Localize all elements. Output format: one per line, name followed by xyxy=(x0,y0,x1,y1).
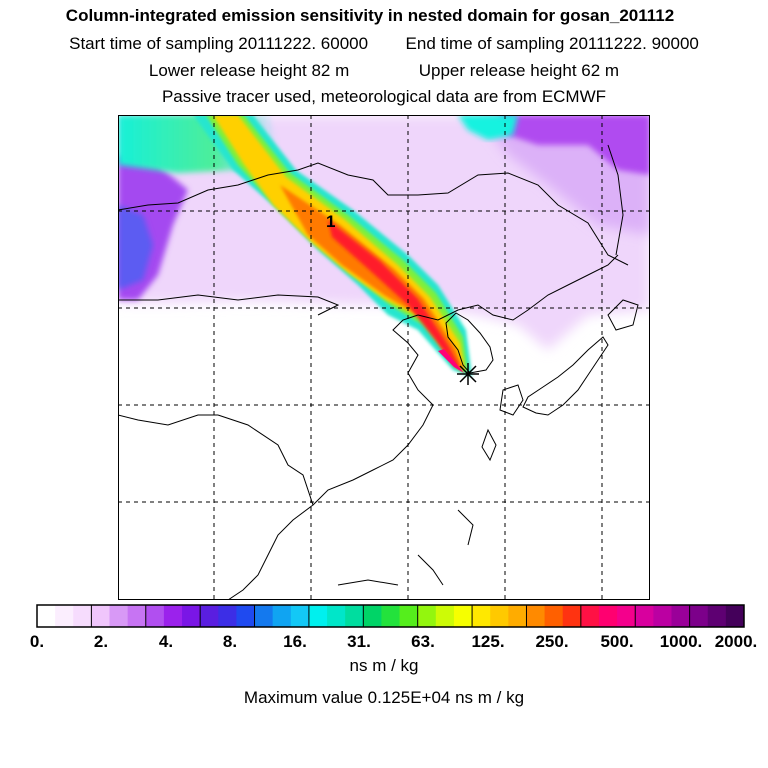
colorbar-swatch xyxy=(254,605,274,627)
start-time-label: Start time of sampling 20111222. 60000 xyxy=(69,34,369,53)
colorbar-tick: 1000. xyxy=(659,632,703,651)
colorbar-swatch xyxy=(544,605,564,627)
colorbar-swatch xyxy=(363,605,382,627)
colorbar-swatch xyxy=(635,605,654,627)
colorbar-swatch xyxy=(689,605,709,627)
colorbar-swatch xyxy=(182,605,201,627)
colorbar-tick: 125. xyxy=(471,632,505,651)
colorbar-swatch xyxy=(417,605,437,627)
colorbar-swatch xyxy=(526,605,545,627)
china-northeast-coast xyxy=(417,254,619,321)
end-time-label: End time of sampling 20111222. 90000 xyxy=(405,34,699,53)
trajectory-marker-label: 1 xyxy=(326,212,335,231)
plume-tip xyxy=(438,349,464,373)
colorbar-swatch xyxy=(236,605,255,627)
colorbar-swatch xyxy=(145,605,165,627)
haze-deep-ne xyxy=(498,115,650,175)
colorbar-swatch xyxy=(37,605,56,627)
southeast-islands xyxy=(337,509,474,586)
colorbar-swatch xyxy=(399,605,419,627)
plume-core xyxy=(328,220,462,371)
plume-orange xyxy=(280,185,463,371)
map-grid xyxy=(118,115,650,600)
sakhalin xyxy=(607,144,624,256)
release-height-line: Lower release height 82 m Upper release … xyxy=(0,61,768,81)
coastlines xyxy=(118,144,639,600)
colorbar-tick: 2000. xyxy=(714,632,758,651)
tracer-info: Passive tracer used, meteorological data… xyxy=(161,87,607,106)
colorbar-tick: 4. xyxy=(158,632,174,651)
colorbar-cells xyxy=(37,605,745,627)
colorbar-swatch xyxy=(73,605,92,627)
colorbar-swatch xyxy=(653,605,672,627)
china-north-border xyxy=(118,162,629,266)
colorbar-swatch xyxy=(725,605,745,627)
haze-blue-west xyxy=(118,205,153,290)
colorbar-tick: 2. xyxy=(93,632,109,651)
colorbar-tick: 250. xyxy=(535,632,569,651)
colorbar-swatch xyxy=(308,605,328,627)
taiwan xyxy=(481,428,497,462)
korea-peninsula xyxy=(445,312,494,374)
japan-kyushu xyxy=(499,384,524,416)
colorbar-swatch xyxy=(218,605,237,627)
sensitivity-field xyxy=(118,115,650,377)
colorbar-swatch xyxy=(327,605,346,627)
colorbar-frame xyxy=(36,604,745,628)
colorbar-swatch xyxy=(345,605,364,627)
colorbar-swatch xyxy=(453,605,473,627)
colorbar-swatch xyxy=(671,605,691,627)
colorbar-tick: 31. xyxy=(347,632,371,651)
colorbar-swatch xyxy=(109,605,129,627)
japan-honshu xyxy=(522,336,609,416)
colorbar-tick: 63. xyxy=(411,632,435,651)
colorbar-swatch xyxy=(55,605,74,627)
colorbar-swatch xyxy=(490,605,509,627)
colorbar-swatch xyxy=(200,605,219,627)
receptor-asterisk-icon xyxy=(457,363,479,385)
colorbar-swatch xyxy=(508,605,527,627)
colorbar-tick: 8. xyxy=(222,632,238,651)
colorbar-swatch xyxy=(598,605,618,627)
colorbar-swatch xyxy=(127,605,147,627)
cyan-band-north xyxy=(458,115,518,140)
colorbar xyxy=(36,604,745,628)
japan-hokkaido xyxy=(607,299,639,331)
colorbar-swatch xyxy=(707,605,727,627)
indochina-coast xyxy=(217,414,314,600)
map-title: Column-integrated emission sensitivity i… xyxy=(65,6,675,25)
map-frame xyxy=(118,115,650,600)
colorbar-units: ns m / kg xyxy=(349,656,419,675)
sampling-time-line: Start time of sampling 20111222. 60000 E… xyxy=(0,34,768,54)
colorbar-tick: 500. xyxy=(600,632,634,651)
colorbar-tick: 0. xyxy=(29,632,45,651)
colorbar-swatch xyxy=(562,605,582,627)
colorbar-swatch xyxy=(472,605,491,627)
colorbar-swatch xyxy=(91,605,110,627)
colorbar-swatch xyxy=(435,605,455,627)
colorbar-tick: 16. xyxy=(283,632,307,651)
colorbar-swatch xyxy=(290,605,310,627)
china-west-border xyxy=(118,294,340,316)
emission-sensitivity-map: 1 xyxy=(118,115,650,600)
maximum-value-label: Maximum value 0.125E+04 ns m / kg xyxy=(243,688,525,707)
lower-release-label: Lower release height 82 m xyxy=(148,61,350,80)
colorbar-swatch xyxy=(580,605,600,627)
south-asia-border xyxy=(118,414,218,426)
colorbar-swatch xyxy=(272,605,292,627)
upper-release-label: Upper release height 62 m xyxy=(418,61,620,80)
colorbar-swatch xyxy=(617,605,636,627)
colorbar-swatch xyxy=(163,605,183,627)
colorbar-swatch xyxy=(381,605,400,627)
